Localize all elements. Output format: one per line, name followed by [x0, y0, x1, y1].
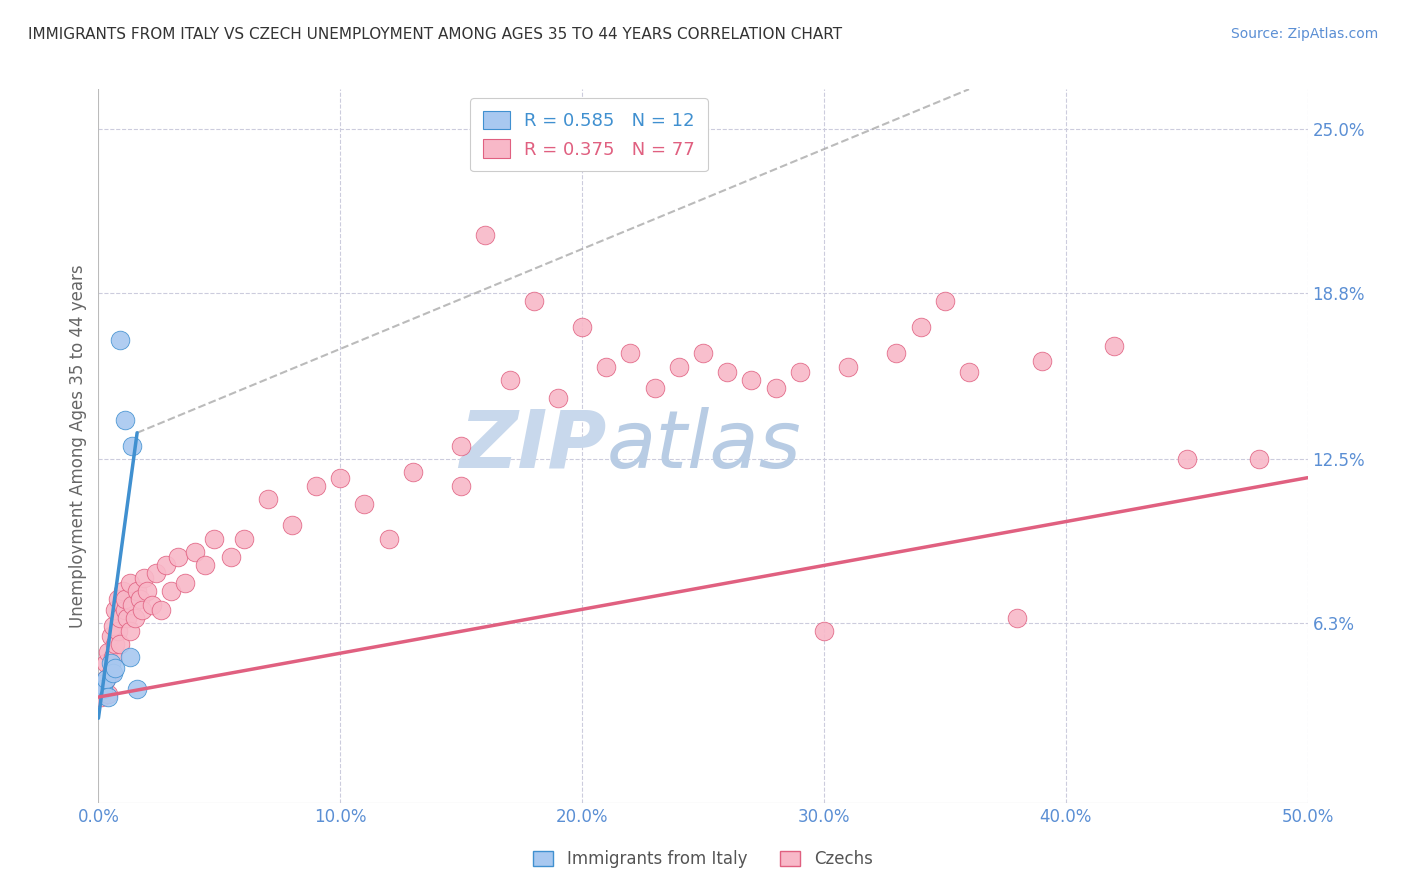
Point [789, 365, 811, 379]
Point [101, 650, 124, 665]
Point [221, 549, 243, 564]
Point [135, 584, 157, 599]
Point [91, 682, 114, 697]
Point [167, 549, 190, 564]
Point [160, 584, 183, 599]
Point [450, 478, 472, 492]
Point [174, 576, 197, 591]
Point [118, 650, 141, 665]
Point [377, 532, 399, 546]
Point [474, 227, 496, 242]
Point [101, 618, 124, 632]
Point [329, 471, 352, 485]
Point [117, 611, 139, 625]
Point [104, 637, 127, 651]
Point [128, 592, 150, 607]
Point [107, 624, 129, 638]
Point [114, 412, 136, 426]
Point [111, 598, 134, 612]
Point [1102, 338, 1125, 352]
Point [281, 518, 304, 533]
Point [141, 598, 163, 612]
Point [232, 532, 254, 546]
Point [957, 365, 980, 379]
Point [353, 497, 375, 511]
Point [692, 346, 714, 360]
Y-axis label: Unemployment Among Ages 35 to 44 years: Unemployment Among Ages 35 to 44 years [69, 264, 87, 628]
Point [155, 558, 177, 572]
Point [644, 381, 666, 395]
Point [100, 666, 122, 681]
Point [134, 571, 156, 585]
Point [90, 690, 112, 704]
Point [256, 491, 278, 506]
Point [910, 320, 932, 334]
Point [498, 373, 520, 387]
Point [104, 603, 127, 617]
Text: ZIP: ZIP [458, 407, 606, 485]
Point [114, 592, 136, 607]
Point [104, 661, 127, 675]
Point [305, 478, 328, 492]
Point [595, 359, 617, 374]
Point [127, 682, 149, 697]
Point [184, 545, 207, 559]
Point [668, 359, 690, 374]
Point [118, 576, 141, 591]
Point [716, 365, 738, 379]
Point [97, 688, 120, 702]
Point [100, 629, 122, 643]
Point [131, 603, 153, 617]
Point [150, 603, 173, 617]
Point [886, 346, 908, 360]
Point [402, 466, 425, 480]
Point [1175, 452, 1198, 467]
Point [1249, 452, 1271, 467]
Text: Source: ZipAtlas.com: Source: ZipAtlas.com [1230, 27, 1378, 41]
Point [101, 666, 124, 681]
Text: atlas: atlas [606, 407, 801, 485]
Point [97, 645, 120, 659]
Point [111, 584, 134, 599]
Legend: Immigrants from Italy, Czechs: Immigrants from Italy, Czechs [527, 844, 879, 875]
Legend: R = 0.585   N = 12, R = 0.375   N = 77: R = 0.585 N = 12, R = 0.375 N = 77 [470, 98, 707, 171]
Point [547, 392, 569, 406]
Point [934, 293, 956, 308]
Point [124, 611, 146, 625]
Point [94, 672, 117, 686]
Point [108, 333, 131, 347]
Point [523, 293, 546, 308]
Text: IMMIGRANTS FROM ITALY VS CZECH UNEMPLOYMENT AMONG AGES 35 TO 44 YEARS CORRELATIO: IMMIGRANTS FROM ITALY VS CZECH UNEMPLOYM… [28, 27, 842, 42]
Point [740, 373, 762, 387]
Point [619, 346, 641, 360]
Point [108, 611, 131, 625]
Point [107, 592, 129, 607]
Point [127, 584, 149, 599]
Point [118, 624, 141, 638]
Point [94, 656, 117, 670]
Point [1007, 611, 1029, 625]
Point [91, 677, 114, 691]
Point [91, 682, 114, 697]
Point [1031, 354, 1053, 368]
Point [813, 624, 835, 638]
Point [108, 637, 131, 651]
Point [97, 690, 120, 704]
Point [121, 598, 143, 612]
Point [94, 672, 117, 686]
Point [194, 558, 217, 572]
Point [204, 532, 226, 546]
Point [765, 381, 787, 395]
Point [450, 439, 472, 453]
Point [121, 439, 143, 453]
Point [90, 677, 112, 691]
Point [837, 359, 859, 374]
Point [100, 656, 122, 670]
Point [114, 603, 136, 617]
Point [571, 320, 593, 334]
Point [145, 566, 167, 580]
